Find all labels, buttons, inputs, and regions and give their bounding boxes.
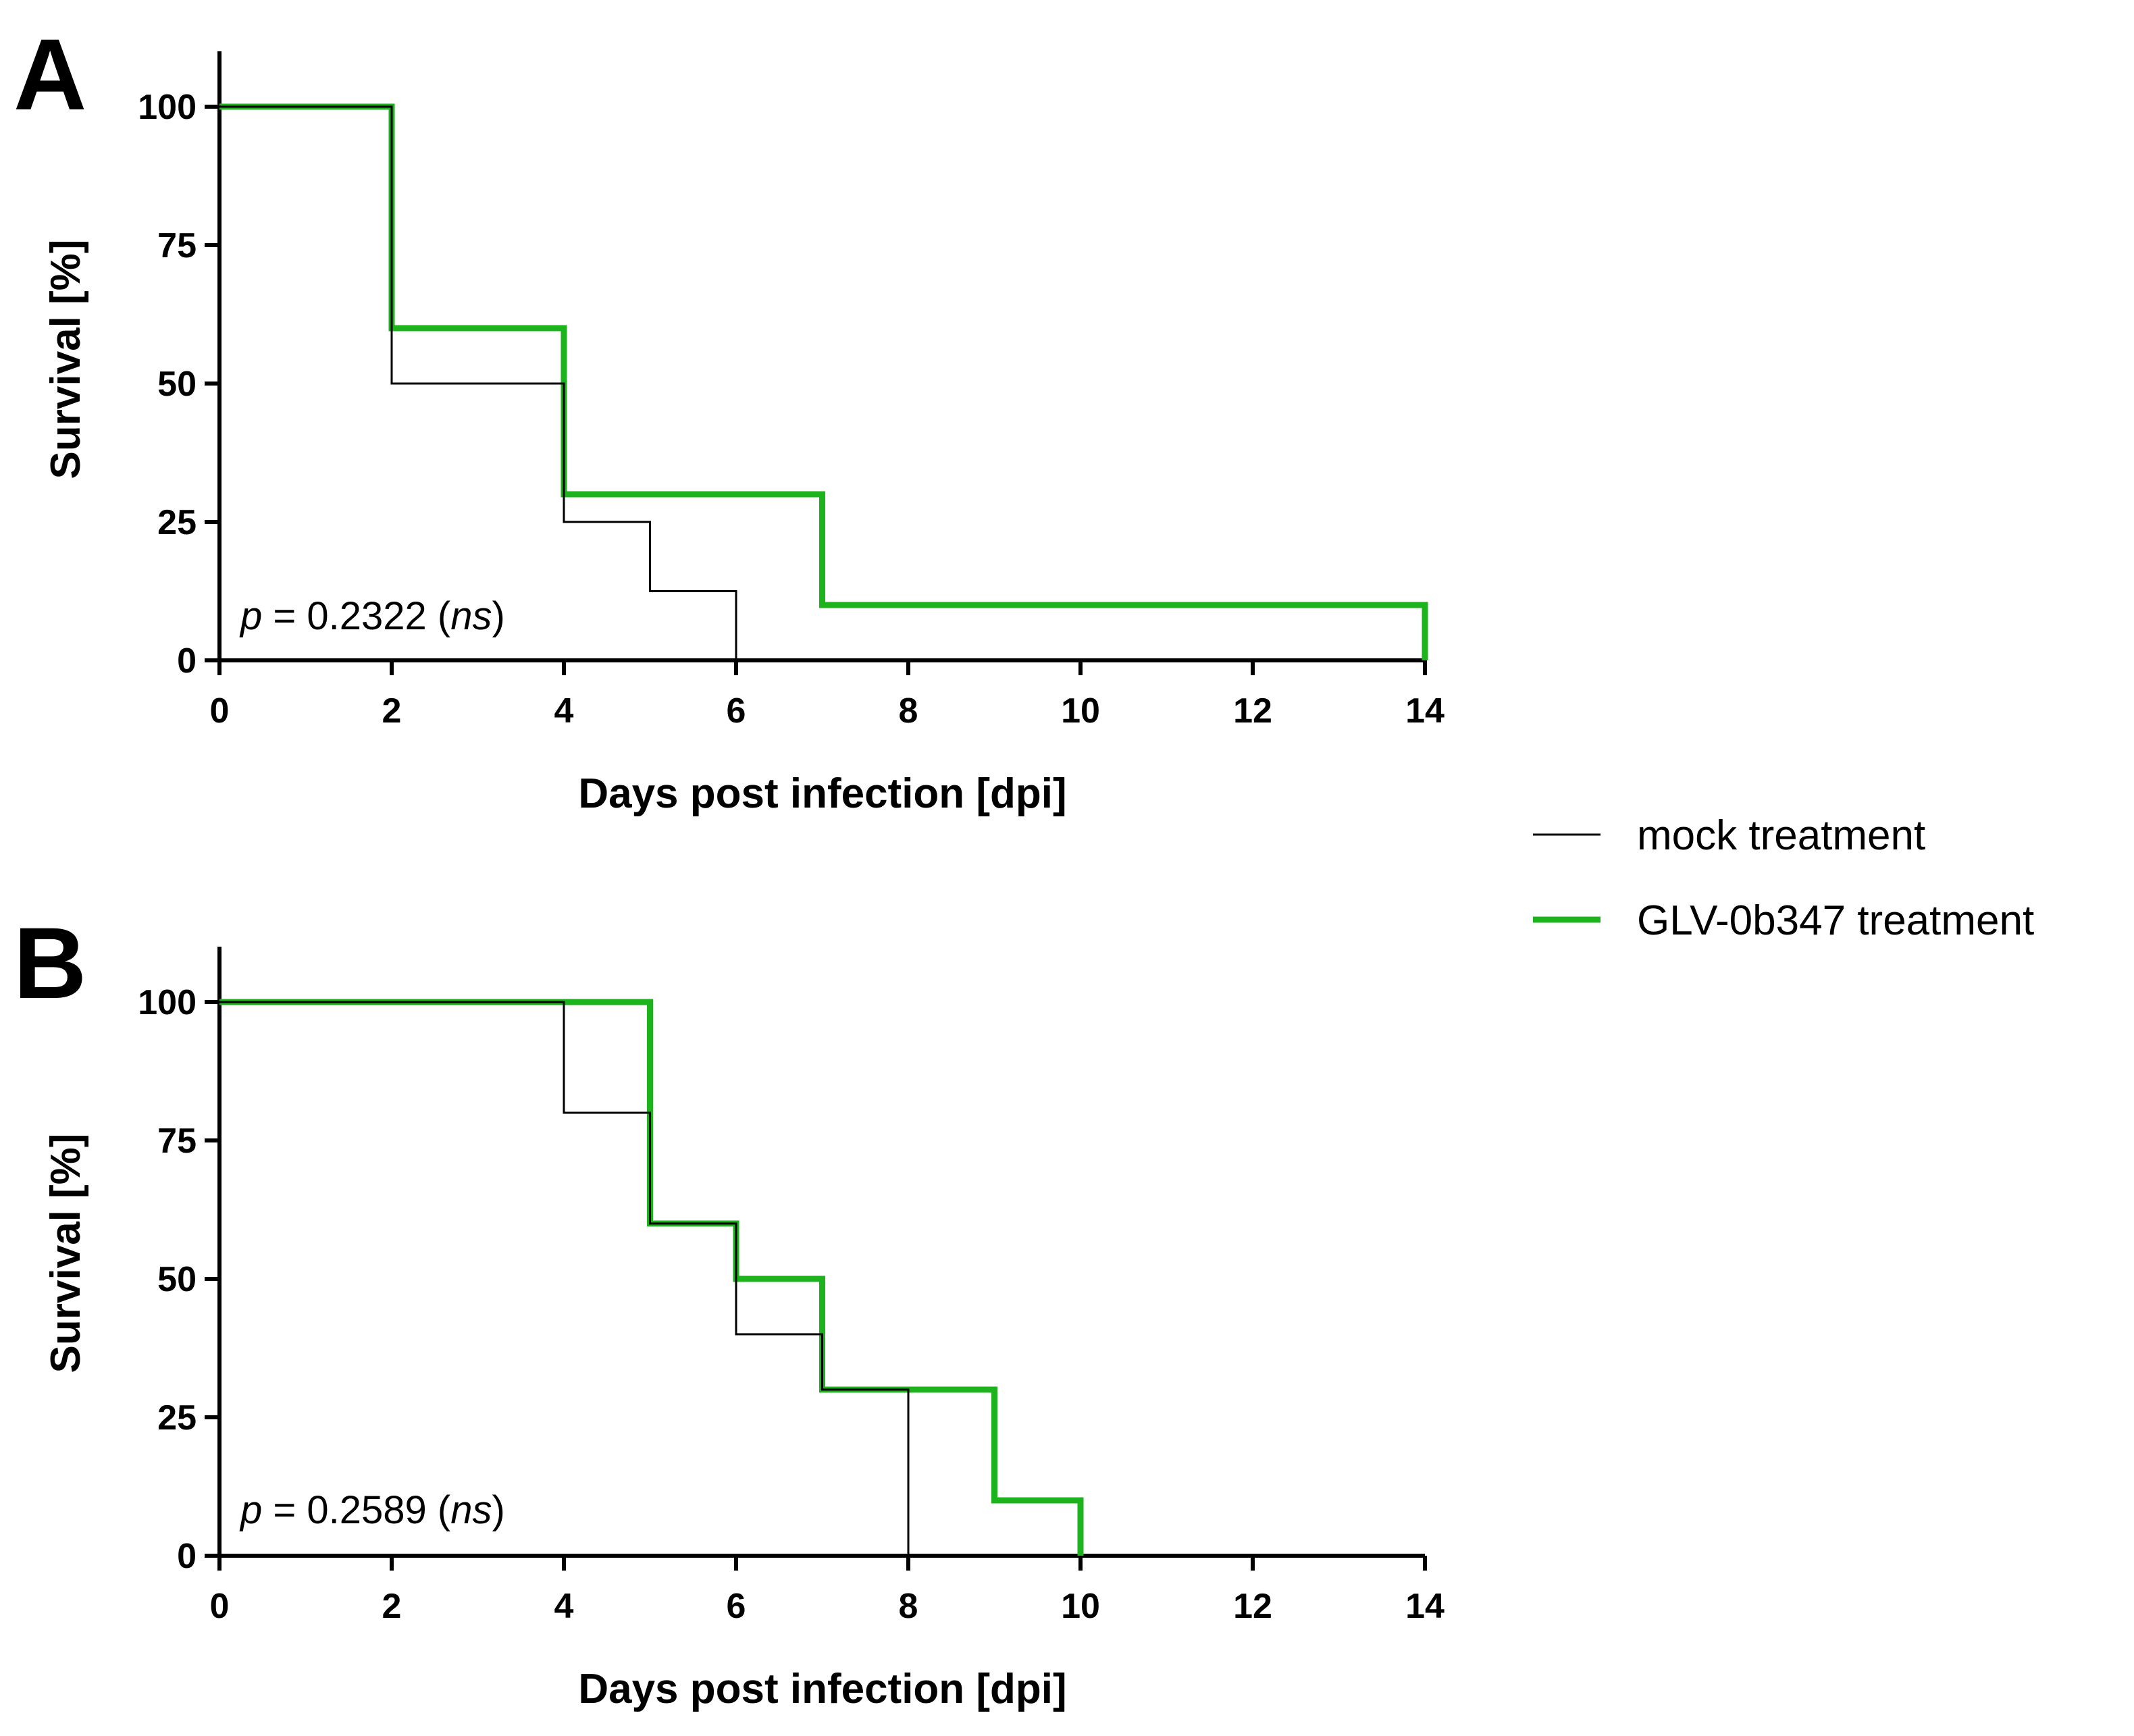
panel-b-y-tick-label: 50 bbox=[157, 1260, 197, 1299]
panel-b: B 0 25 50 75 100 0 2 4 6 8 10 12 14 Survival [%] Day… bbox=[14, 906, 1445, 1712]
panel-b-y-tick-label: 0 bbox=[177, 1537, 197, 1576]
panel-a-p-value: p = 0.2322 (ns) bbox=[239, 594, 505, 638]
panel-a-y-tick-label: 0 bbox=[177, 641, 197, 681]
panel-a-p-number: = 0.2322 bbox=[262, 594, 438, 638]
panel-b-x-tick-label: 6 bbox=[727, 1587, 746, 1626]
panel-b-series-glv bbox=[219, 999, 1084, 1556]
panel-b-x-tick-label: 10 bbox=[1061, 1587, 1100, 1626]
panel-b-p-number: = 0.2589 bbox=[262, 1488, 438, 1532]
panel-b-x-tick-label: 14 bbox=[1405, 1587, 1445, 1626]
panel-a-significance: ns bbox=[450, 594, 492, 638]
panel-b-x-tick-label: 12 bbox=[1233, 1587, 1272, 1626]
panel-b-x-tick-label: 2 bbox=[382, 1587, 402, 1626]
legend: mock treatment GLV-0b347 treatment bbox=[1533, 812, 2034, 944]
panel-a-x-tick-label: 10 bbox=[1061, 691, 1100, 731]
panel-b-x-tick-label: 8 bbox=[899, 1587, 918, 1626]
panel-a-y-axis-title: Survival [%] bbox=[43, 240, 89, 479]
panel-a-x-tick-label: 8 bbox=[899, 691, 918, 731]
panel-a-y-tick-label: 75 bbox=[157, 226, 197, 265]
panel-a-x-tick-label: 0 bbox=[210, 691, 230, 731]
panel-a-y-tick-label: 50 bbox=[157, 365, 197, 404]
panel-a-p-symbol: p bbox=[239, 594, 262, 638]
panel-a-series-mock bbox=[219, 105, 737, 660]
panel-a-x-tick-label: 12 bbox=[1233, 691, 1272, 731]
panel-b-series-mock bbox=[219, 1001, 910, 1556]
panel-b-p-symbol: p bbox=[239, 1488, 262, 1532]
panel-b-letter: B bbox=[14, 906, 86, 1020]
panel-a-y-tick-label: 100 bbox=[138, 88, 197, 127]
panel-b-x-tick-label: 0 bbox=[210, 1587, 230, 1626]
panel-b-plot: 0 25 50 75 100 0 2 4 6 8 10 12 14 bbox=[138, 947, 1445, 1626]
panel-a-x-tick-label: 14 bbox=[1405, 691, 1445, 731]
panel-b-y-tick-label: 100 bbox=[138, 983, 197, 1022]
panel-b-significance: ns bbox=[450, 1488, 492, 1532]
panel-b-y-tick-label: 75 bbox=[157, 1122, 197, 1161]
panel-a-y-tick-label: 25 bbox=[157, 503, 197, 542]
panel-a-x-tick-label: 6 bbox=[727, 691, 746, 731]
legend-label-glv: GLV-0b347 treatment bbox=[1637, 897, 2034, 944]
panel-a: A 0 25 50 75 100 0 2 4 6 8 10 12 14 Survival [%] Day… bbox=[14, 18, 1445, 817]
panel-b-y-axis-title: Survival [%] bbox=[43, 1134, 89, 1373]
panel-a-letter: A bbox=[14, 18, 86, 131]
panel-a-x-tick-label: 2 bbox=[382, 691, 402, 731]
panel-b-x-tick-label: 4 bbox=[554, 1587, 574, 1626]
panel-a-x-tick-label: 4 bbox=[554, 691, 574, 731]
panel-a-x-axis-title: Days post infection [dpi] bbox=[578, 770, 1066, 817]
panel-a-plot: 0 25 50 75 100 0 2 4 6 8 10 12 14 bbox=[138, 51, 1445, 731]
legend-label-mock: mock treatment bbox=[1637, 812, 1925, 859]
panel-b-x-axis-title: Days post infection [dpi] bbox=[578, 1666, 1066, 1712]
panel-b-y-tick-label: 25 bbox=[157, 1398, 197, 1438]
panel-b-p-value: p = 0.2589 (ns) bbox=[239, 1488, 505, 1532]
